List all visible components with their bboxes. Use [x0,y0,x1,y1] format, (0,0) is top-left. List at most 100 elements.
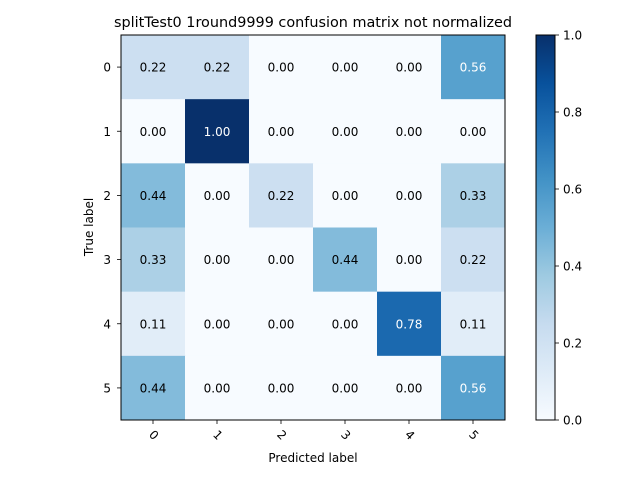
heatmap-cell [441,355,506,421]
heatmap-cell [441,291,506,357]
y-tick-label: 4 [103,317,111,331]
x-tick-label: 1 [210,428,225,443]
y-tick-label: 2 [103,189,111,203]
heatmap-cell [121,291,186,357]
colorbar-tick-label: 0.6 [563,183,582,197]
heatmap-cell [185,35,250,100]
colorbar [535,34,556,421]
heatmap-cell [121,99,186,164]
heatmap-cell [313,291,378,357]
heatmap-cell [377,291,442,357]
heatmap-cell [185,163,250,228]
colorbar-tick-label: 1.0 [563,29,582,43]
cell-value-label: 0.00 [268,253,295,267]
cell-value-label: 0.00 [140,125,167,139]
cell-value-label: 0.00 [332,381,359,395]
cell-value-label: 0.00 [332,61,359,75]
heatmap-cell [377,99,442,164]
cell-value-label: 0.00 [204,189,231,203]
y-tick-label: 3 [103,253,111,267]
heatmap-cell [249,35,314,100]
cell-value-label: 0.00 [460,125,487,139]
cell-value-label: 1.00 [204,125,231,139]
cell-value-label: 0.33 [460,189,487,203]
cell-value-label: 0.00 [396,381,423,395]
cell-value-label: 0.00 [396,125,423,139]
cell-value-label: 0.33 [140,253,167,267]
cell-value-label: 0.00 [332,317,359,331]
cell-value-label: 0.00 [268,61,295,75]
heatmap-cell [313,99,378,164]
x-tick-label: 5 [466,428,481,443]
heatmap-cell [249,291,314,357]
cell-value-label: 0.00 [268,317,295,331]
cell-value-label: 0.11 [460,317,487,331]
heatmap-cell [121,163,186,228]
cell-value-label: 0.78 [396,317,423,331]
heatmap-cell [377,355,442,421]
cell-value-label: 0.11 [140,317,167,331]
y-tick-label: 0 [103,61,111,75]
x-tick-label: 2 [274,428,289,443]
heatmap-cell [249,99,314,164]
cell-value-label: 0.00 [396,189,423,203]
x-axis-label: Predicted label [268,451,357,465]
heatmap-cell [249,355,314,421]
cell-value-label: 0.00 [268,125,295,139]
cell-value-label: 0.00 [332,189,359,203]
x-tick-label: 4 [402,428,417,443]
y-axis-label: True label [82,198,96,257]
heatmap-cell [121,355,186,421]
heatmap-cell [185,227,250,293]
heatmap-cell [185,99,250,164]
cell-value-label: 0.56 [460,381,487,395]
colorbar-tick-label: 0.4 [563,260,582,274]
cell-value-label: 0.00 [396,61,423,75]
y-axis-ticks: 0 1 2 3 4 5 [103,61,121,395]
heatmap-cells [121,35,506,421]
heatmap-cell [313,227,378,293]
cell-value-label: 0.00 [396,253,423,267]
heatmap-cell-labels: 0.22 0.22 0.00 0.00 0.00 0.56 0.00 1.00 0.00 0.00… [140,61,487,396]
colorbar-tick-label: 0.0 [563,414,582,428]
plot-frame [120,34,506,421]
y-tick-label: 1 [103,125,111,139]
x-tick-label: 3 [338,428,353,443]
heatmap-cell [313,35,378,100]
heatmap-cell [185,291,250,357]
cell-value-label: 0.00 [204,381,231,395]
heatmap-cell [441,227,506,293]
heatmap-cell [249,227,314,293]
heatmap-cell [377,163,442,228]
colorbar-tick-label: 0.8 [563,106,582,120]
cell-value-label: 0.00 [332,125,359,139]
chart-title: splitTest0 1round9999 confusion matrix n… [114,15,512,31]
cell-value-label: 0.00 [204,253,231,267]
colorbar-ticks: 0.0 0.2 0.4 0.6 0.8 1.0 [555,29,582,428]
heatmap-cell [313,163,378,228]
cell-value-label: 0.00 [204,317,231,331]
cell-value-label: 0.44 [140,189,167,203]
cell-value-label: 0.22 [140,61,167,75]
heatmap-cell [185,355,250,421]
cell-value-label: 0.00 [268,381,295,395]
heatmap-cell [377,227,442,293]
heatmap-cell [313,355,378,421]
cell-value-label: 0.22 [460,253,487,267]
y-tick-label: 5 [103,381,111,395]
heatmap-cell [441,163,506,228]
heatmap-cell [121,227,186,293]
cell-value-label: 0.22 [204,61,231,75]
cell-value-label: 0.44 [140,381,167,395]
cell-value-label: 0.44 [332,253,359,267]
x-axis-ticks: 0 1 2 3 4 5 [146,420,481,443]
x-tick-label: 0 [146,428,161,443]
colorbar-tick-label: 0.2 [563,337,582,351]
heatmap-cell [441,99,506,164]
cell-value-label: 0.22 [268,189,295,203]
heatmap-cell [121,35,186,100]
cell-value-label: 0.56 [460,61,487,75]
heatmap-cell [377,35,442,100]
heatmap-cell [441,35,506,100]
